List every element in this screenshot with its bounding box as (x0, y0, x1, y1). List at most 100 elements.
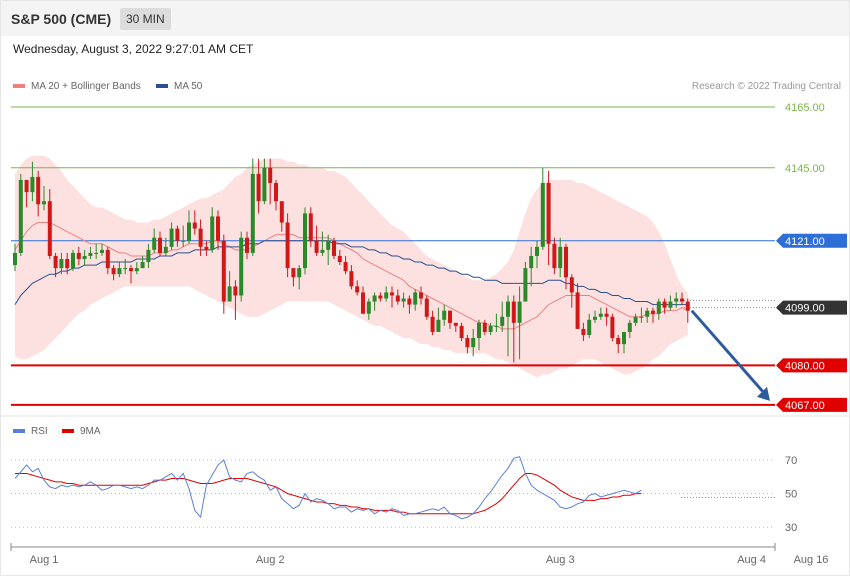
candle-body (210, 216, 215, 250)
ma9-swatch (62, 429, 74, 434)
candle-body (685, 301, 690, 311)
candle-body (517, 301, 522, 323)
rsi-tick-label: 70 (785, 455, 797, 467)
legend-ma20: MA 20 + Bollinger Bands (13, 81, 141, 92)
candle-body (24, 179, 29, 193)
candle-body (442, 310, 447, 320)
candle-body (337, 255, 342, 263)
candle-body (361, 292, 365, 314)
candle-body (674, 298, 679, 302)
candle-body (378, 295, 383, 299)
candle-body (627, 322, 632, 332)
legend-ma50: MA 50 (156, 81, 202, 92)
candle-body (30, 176, 35, 193)
price-level-label: 4067.00 (785, 400, 825, 412)
candle-body (152, 237, 157, 250)
candle-body (105, 249, 110, 269)
candle-body (314, 240, 319, 253)
legend-ma50-label: MA 50 (174, 81, 203, 92)
candle-body (308, 213, 313, 241)
candle-body (53, 255, 58, 269)
candle-body (604, 313, 609, 317)
candle-body (471, 338, 476, 348)
candle-body (529, 255, 534, 269)
candle-body (65, 259, 70, 269)
candle-body (94, 252, 99, 254)
candle-body (540, 183, 545, 247)
candle-body (535, 246, 539, 256)
candle-body (326, 240, 331, 250)
candle-body (146, 249, 151, 263)
candle-body (88, 252, 93, 256)
rsi-tick-label: 50 (785, 489, 797, 501)
candle-body (47, 201, 52, 256)
x-tick-label: Aug 2 (256, 554, 285, 566)
x-tick-label: Aug 4 (737, 554, 766, 566)
candle-body (117, 268, 122, 275)
candle-body (216, 216, 220, 241)
candle-body (395, 295, 400, 302)
rsi-line (14, 456, 642, 520)
candle-body (100, 249, 104, 253)
candle-body (250, 173, 255, 253)
candle-body (198, 228, 203, 247)
candle-body (616, 338, 621, 345)
candle-body (546, 183, 551, 244)
candle-body (129, 268, 133, 272)
candle-body (390, 292, 394, 296)
price-level-label: 4099.00 (785, 303, 825, 315)
candle-body (332, 240, 336, 256)
candle-body (436, 319, 441, 332)
rsi-tick-label: 30 (785, 522, 797, 534)
candle-body (465, 338, 470, 348)
candle-body (523, 268, 528, 302)
legend-rsi: RSI (13, 426, 48, 437)
candle-body (419, 292, 423, 299)
legend-9ma: 9MA (62, 426, 101, 437)
candle-body (610, 316, 615, 339)
candle-body (651, 310, 655, 314)
price-level-label: 4145.00 (785, 163, 825, 175)
candle-body (430, 316, 435, 332)
credit: Research © 2022 Trading Central (691, 81, 841, 92)
candle-body (424, 298, 429, 317)
price-level-tag (776, 358, 847, 373)
interval-badge[interactable]: 30 MIN (120, 8, 171, 30)
candle-body (175, 228, 180, 241)
legend-rsi-label: RSI (31, 426, 48, 437)
candle-body (633, 316, 638, 323)
candle-body (622, 331, 626, 345)
candle-body (558, 246, 563, 269)
candle-body (355, 286, 360, 293)
candle-body (59, 259, 64, 269)
ma50-swatch (156, 84, 168, 89)
x-tick-label: Aug 1 (30, 554, 59, 566)
candle-body (239, 237, 244, 296)
candle-body (245, 237, 249, 253)
candle-body (453, 322, 458, 326)
candle-body (285, 222, 290, 269)
price-level-tag (776, 397, 847, 412)
timestamp: Wednesday, August 3, 2022 9:27:01 AM CET (13, 42, 254, 56)
candle-body (575, 292, 580, 329)
x-tick-label: Aug 3 (546, 554, 575, 566)
x-tick-label: Aug 16 (794, 554, 829, 566)
candle-body (221, 240, 226, 302)
candle-body (303, 213, 307, 269)
candle-body (581, 328, 586, 335)
candle-body (552, 243, 557, 269)
forecast-arrow-head (757, 386, 770, 401)
candle-body (13, 252, 17, 266)
candle-body (477, 322, 481, 339)
candle-body (506, 301, 510, 317)
candle-body (401, 298, 406, 302)
price-level-tag (776, 233, 847, 248)
candle-body (593, 316, 597, 320)
candle-body (500, 316, 505, 326)
candle-body (639, 316, 644, 318)
candle-body (233, 286, 238, 296)
candle-body (227, 286, 232, 302)
candle-body (372, 295, 377, 302)
candle-body (656, 301, 661, 314)
